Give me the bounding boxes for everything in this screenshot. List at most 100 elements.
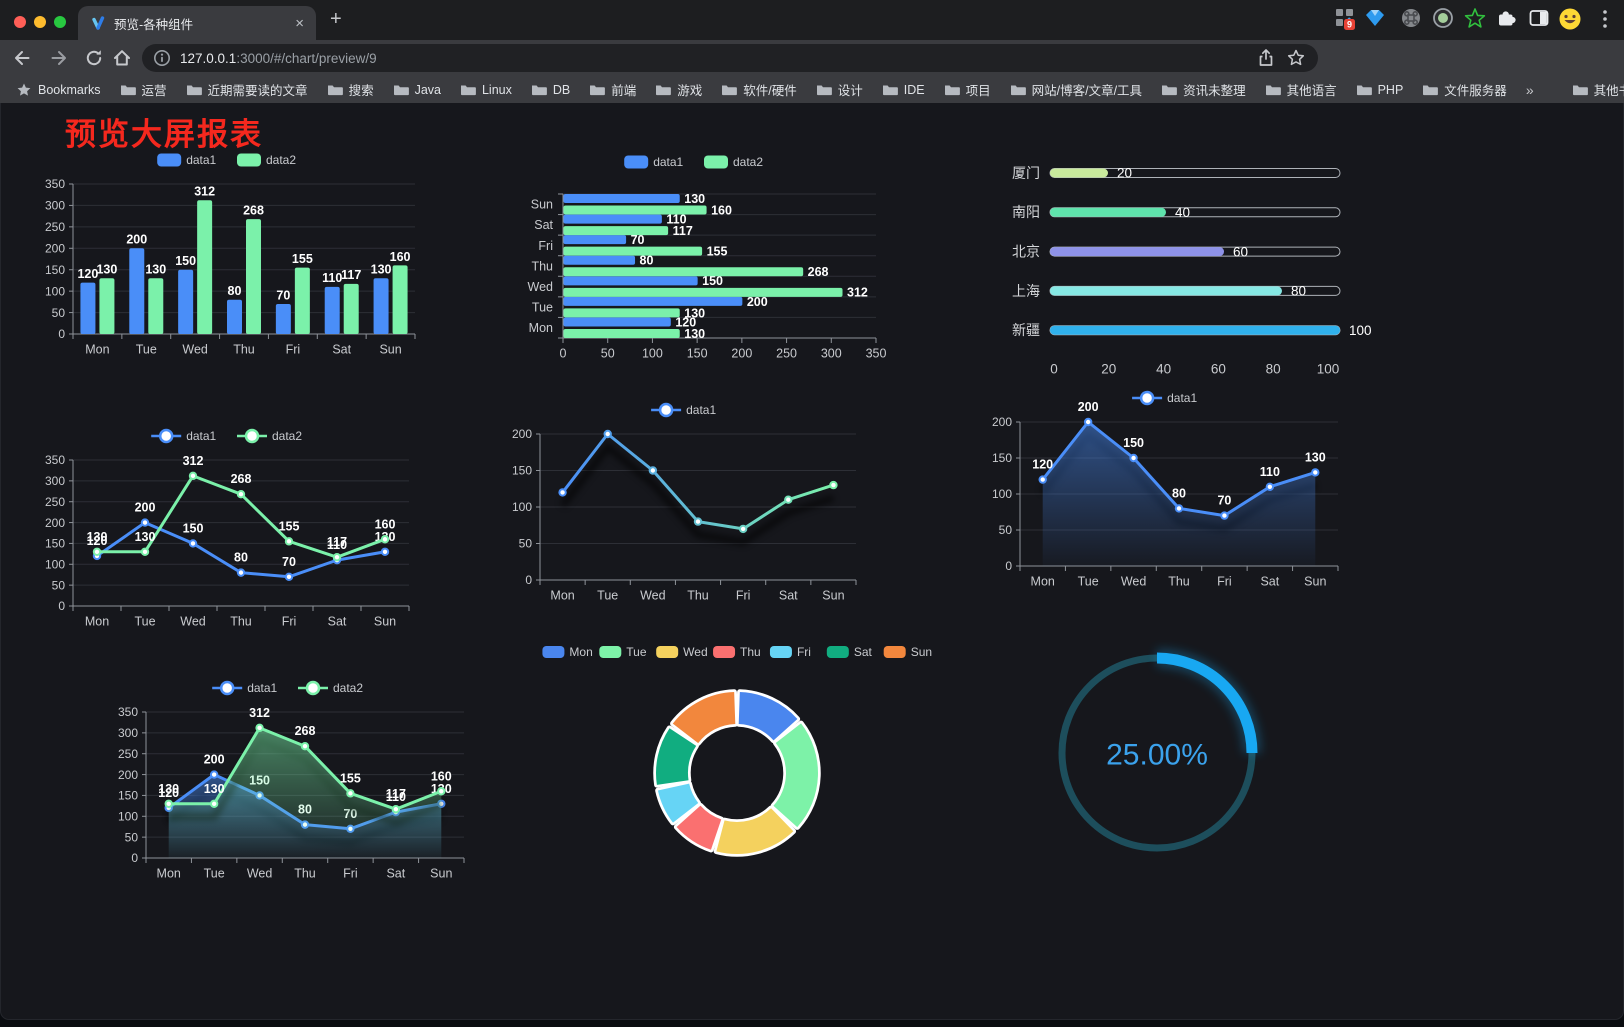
svg-text:200: 200 — [126, 233, 147, 247]
hbar-series-data1[interactable]: 120 200 150 80 70 110 130 — [563, 192, 768, 329]
chart-legend[interactable]: data1 data2 — [151, 428, 302, 444]
reload-icon[interactable] — [84, 48, 104, 68]
svg-text:data1: data1 — [186, 429, 216, 443]
url-bar[interactable]: 127.0.0.1:3000/#/chart/preview/9 — [142, 44, 1318, 72]
bookmark-folder[interactable]: PHP — [1356, 83, 1403, 97]
progress-row[interactable]: 新疆 100 — [1012, 322, 1372, 338]
svg-text:150: 150 — [687, 346, 708, 360]
bar-series-data2[interactable]: 130 130 312 268 155 117 160 — [96, 185, 411, 334]
zoom-window-button[interactable] — [54, 16, 66, 28]
donut-slice-Mon — [735, 689, 801, 744]
donut-chart[interactable]: Mon Tue Wed Thu Fri Sat Sun — [542, 634, 932, 886]
svg-text:200: 200 — [118, 768, 138, 782]
two-series-area-chart[interactable]: 0 50 100 150 200 250 300 350 Mon Tue Wed Thu Fri Sat S… — [104, 674, 476, 886]
svg-text:130: 130 — [684, 192, 705, 206]
svg-text:Sun: Sun — [822, 588, 844, 602]
bookmark-folder[interactable]: 前端 — [589, 80, 636, 99]
svg-text:100: 100 — [1317, 362, 1340, 377]
line-series-data2[interactable]: 130 130 312 268 155 117 160 — [87, 454, 396, 562]
chart-legend[interactable]: data1 — [1132, 390, 1197, 406]
svg-text:120: 120 — [675, 315, 696, 329]
bookmark-folder[interactable]: 设计 — [816, 80, 863, 99]
line-series-data2[interactable]: 130 130 312 268 155 117 160 — [158, 706, 452, 858]
tab-close-icon[interactable]: × — [295, 14, 304, 32]
gauge-chart[interactable]: 25.00% — [1047, 642, 1267, 864]
bookmark-folder[interactable]: IDE — [882, 83, 925, 97]
donut-slices[interactable] — [653, 689, 821, 857]
extension-star-icon[interactable] — [1464, 7, 1486, 29]
progress-row[interactable]: 南阳 40 — [1012, 204, 1341, 220]
bookmark-star-icon[interactable] — [1286, 48, 1306, 68]
chart-legend[interactable]: data1 data2 — [624, 155, 763, 169]
new-tab-button[interactable]: + — [330, 8, 342, 30]
bookmark-folder[interactable]: DB — [531, 83, 570, 97]
svg-text:160: 160 — [431, 769, 452, 783]
chart-legend[interactable]: data1 — [651, 402, 716, 418]
svg-text:data2: data2 — [266, 153, 296, 167]
bar-series-data1[interactable]: 120 200 150 80 70 110 130 — [77, 233, 392, 334]
bookmark-folder[interactable]: Linux — [460, 83, 512, 97]
progress-row[interactable]: 厦门 20 — [1012, 165, 1341, 181]
area-line-chart[interactable]: 0 50 100 150 200 Mon Tue Wed Thu Fri Sat Sun 120 200 1… — [984, 384, 1350, 594]
svg-text:Sat: Sat — [534, 218, 553, 232]
svg-text:350: 350 — [866, 346, 887, 360]
bookmark-folder[interactable]: 运营 — [120, 80, 167, 99]
svg-text:0: 0 — [560, 346, 567, 360]
bookmark-folder[interactable]: 其他语言 — [1265, 80, 1337, 99]
bookmark-folder[interactable]: 项目 — [944, 80, 991, 99]
extension-green-dot-icon[interactable] — [1432, 7, 1454, 29]
svg-text:312: 312 — [847, 286, 868, 300]
bookmark-folder[interactable]: 资讯未整理 — [1161, 80, 1246, 99]
menu-dots-icon[interactable] — [1596, 7, 1614, 31]
progress-row[interactable]: 北京 60 — [1012, 244, 1341, 260]
line-series-data1[interactable] — [558, 429, 838, 546]
svg-text:data1: data1 — [186, 153, 216, 167]
extension-grid-icon[interactable]: 9 — [1334, 7, 1358, 31]
other-bookmarks[interactable]: 其他书签 — [1572, 80, 1624, 99]
hbar-series-data2[interactable]: 130 130 312 268 155 117 160 — [563, 203, 868, 341]
progress-row[interactable]: 上海 80 — [1012, 283, 1341, 299]
extension-command-icon[interactable] — [1400, 7, 1422, 29]
horizontal-bar-chart[interactable]: 0 50 100 150 200 250 300 350 Mon Tue Wed Thu Fri Sat S… — [504, 148, 888, 364]
profile-avatar[interactable] — [1558, 7, 1582, 31]
back-icon[interactable] — [12, 48, 32, 68]
bookmark-folder[interactable]: 游戏 — [655, 80, 702, 99]
chart-legend[interactable]: Mon Tue Wed Thu Fri Sat Sun — [542, 645, 932, 659]
chart-legend[interactable]: data1 data2 — [212, 680, 363, 696]
line-series-data1[interactable]: 120 200 150 80 70 110 130 — [87, 501, 396, 582]
chart-legend[interactable]: data1 data2 — [157, 153, 296, 167]
svg-text:0: 0 — [131, 851, 138, 865]
extensions-puzzle-icon[interactable] — [1496, 7, 1518, 29]
svg-text:268: 268 — [231, 472, 252, 486]
svg-text:70: 70 — [631, 233, 645, 247]
site-info-icon[interactable] — [152, 48, 172, 68]
line-series-data1[interactable]: 120 200 150 80 70 110 130 — [1032, 400, 1326, 566]
two-series-line-chart[interactable]: 0 50 100 150 200 250 300 350 Mon Tue Wed Thu Fri Sat S… — [37, 422, 421, 634]
share-icon[interactable] — [1256, 48, 1276, 68]
progress-bar-chart[interactable]: 厦门 20 南阳 40 北京 60 上海 80 新疆 100 0 20 40 60 80 100 — [994, 150, 1374, 382]
bookmark-folder[interactable]: 近期需要读的文章 — [186, 80, 308, 99]
svg-text:Wed: Wed — [528, 280, 554, 294]
bookmarks-manager[interactable]: Bookmarks — [16, 82, 101, 98]
gradient-line-chart[interactable]: 0 50 100 150 200 Mon Tue Wed Thu Fri Sat Sun data1 — [504, 396, 868, 608]
browser-tab[interactable]: 预览-各种组件 × — [78, 6, 316, 40]
svg-text:Mon: Mon — [1031, 574, 1055, 588]
forward-icon[interactable] — [49, 48, 69, 68]
grouped-bar-chart[interactable]: 0 50 100 150 200 250 300 350 Mon Tue Wed Thu Fri Sat S… — [37, 146, 421, 362]
bookmark-folder[interactable]: Java — [393, 83, 441, 97]
svg-text:Mon: Mon — [569, 645, 592, 659]
svg-text:厦门: 厦门 — [1012, 165, 1040, 181]
extension-gem-icon[interactable] — [1364, 7, 1386, 29]
home-icon[interactable] — [112, 48, 132, 68]
bookmark-folder[interactable]: 软件/硬件 — [721, 80, 797, 99]
donut-slice-Wed — [713, 805, 797, 857]
svg-text:Thu: Thu — [531, 259, 553, 273]
bookmark-folder[interactable]: 搜索 — [327, 80, 374, 99]
bookmark-folder[interactable]: 网站/博客/文章/工具 — [1010, 80, 1142, 99]
folder-icon — [816, 85, 832, 96]
side-panel-icon[interactable] — [1528, 7, 1550, 29]
close-window-button[interactable] — [14, 16, 26, 28]
bookmark-folder[interactable]: 文件服务器 — [1422, 80, 1507, 99]
bookmarks-overflow-chevron[interactable]: » — [1525, 81, 1534, 98]
minimize-window-button[interactable] — [34, 16, 46, 28]
